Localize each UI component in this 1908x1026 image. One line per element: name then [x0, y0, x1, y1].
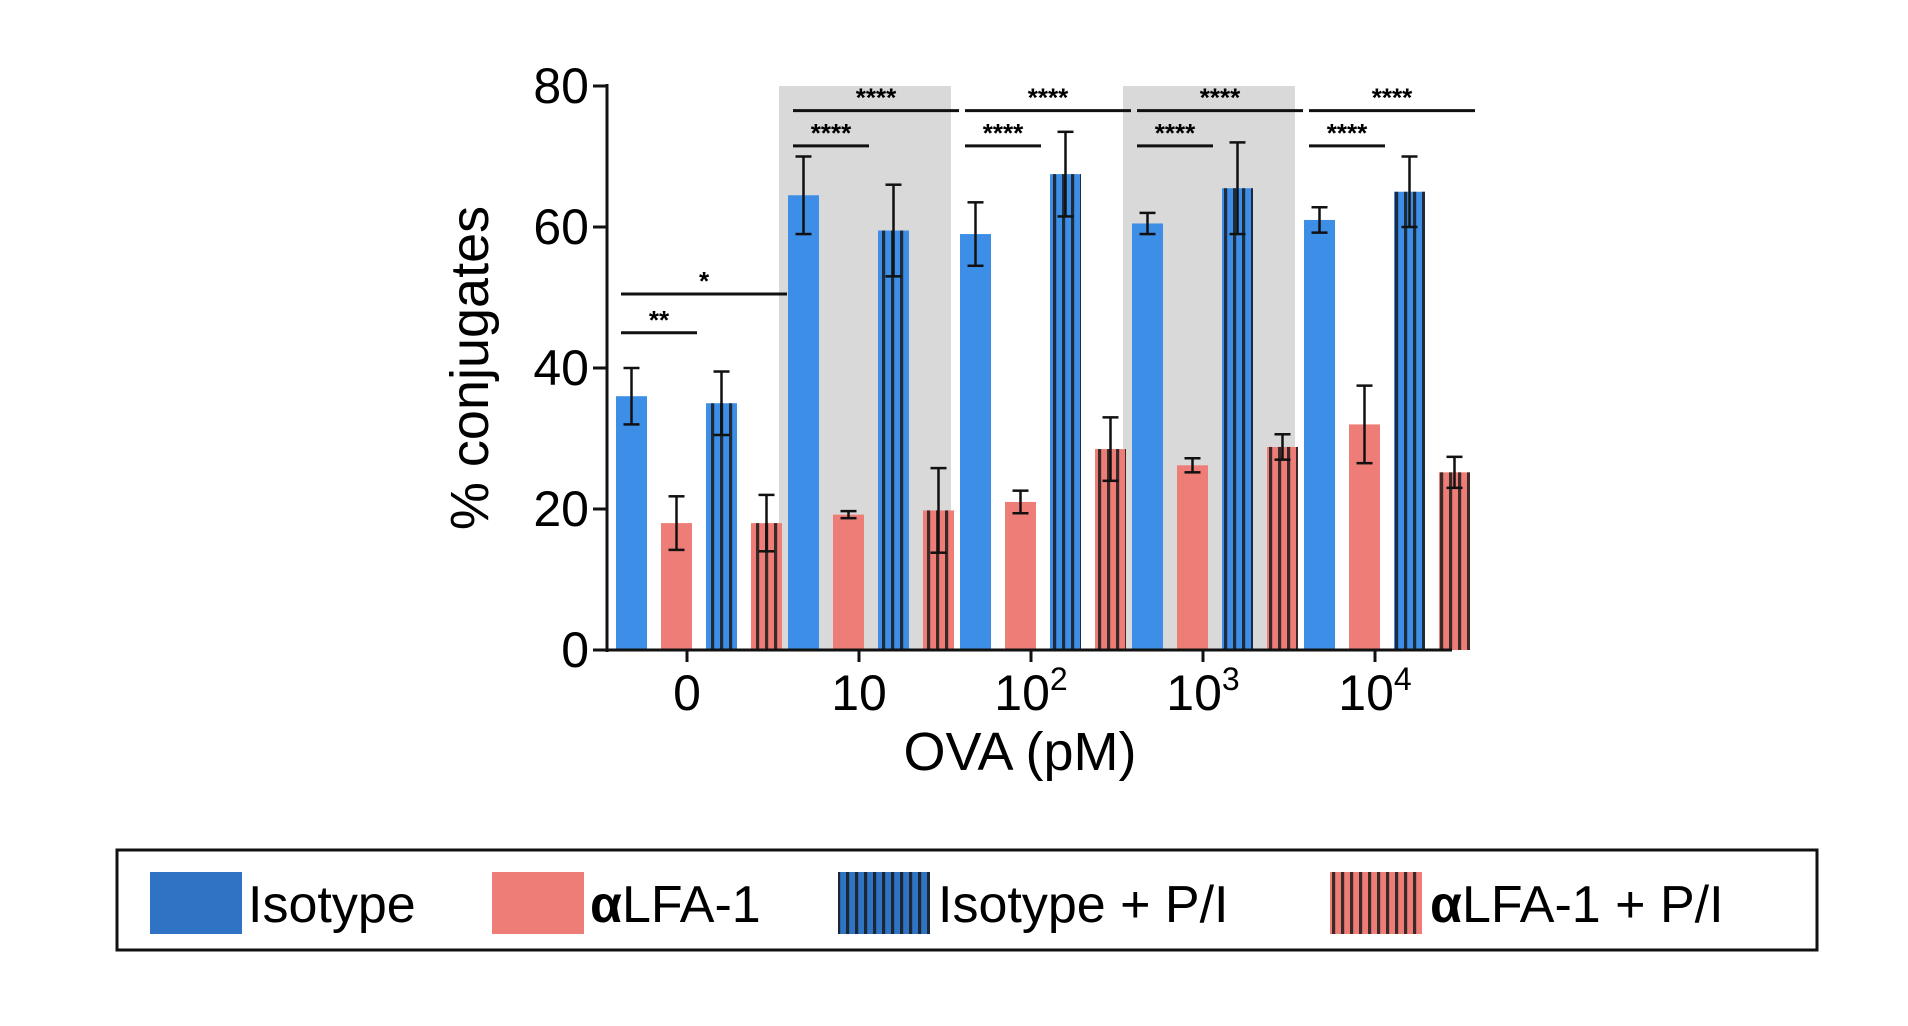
legend: Isotype αLFA-1 Isotype + P/I αLFA-1 + P/I [115, 848, 1819, 952]
bar [833, 514, 864, 650]
x-tick-label: 0 [673, 665, 701, 721]
bar-hatch [1050, 174, 1081, 650]
bars [616, 174, 1470, 651]
bar-hatch [706, 403, 737, 650]
significance-label: **** [1327, 118, 1368, 148]
bar [616, 396, 647, 650]
bar-hatch [878, 230, 909, 650]
error-bars [623, 130, 1463, 554]
bar [1177, 465, 1208, 650]
bar [1005, 501, 1036, 650]
bar-hatch [1394, 191, 1425, 650]
bar-hatch [1095, 449, 1126, 650]
significance-annotations: *********************************** [621, 83, 1475, 335]
legend-label: αLFA-1 [590, 876, 761, 934]
y-tick-label: 20 [533, 481, 589, 537]
y-tick-label: 0 [561, 622, 589, 678]
bar-hatch [1222, 188, 1253, 650]
significance-label: **** [1155, 118, 1196, 148]
legend-swatch-hatch [838, 872, 930, 934]
significance-label: * [699, 266, 710, 296]
legend-label: αLFA-1 + P/I [1430, 876, 1724, 934]
x-tick-label: 102 [994, 661, 1067, 721]
y-tick-label: 60 [533, 199, 589, 255]
x-tick-label: 103 [1166, 661, 1239, 721]
legend-swatch [492, 872, 584, 934]
significance-label: **** [1372, 83, 1413, 113]
legend-box [115, 848, 1819, 952]
bar [788, 195, 819, 650]
axes: 0 20 40 60 80 0 10 102 103 104 OVA (pM) % conjugate… [440, 58, 1452, 782]
significance-label: **** [983, 118, 1024, 148]
x-tick-label: 104 [1338, 661, 1411, 721]
significance-label: **** [1200, 83, 1241, 113]
bar-hatch [1267, 446, 1298, 650]
y-axis-title: % conjugates [440, 206, 500, 530]
legend-swatch-hatch [1330, 872, 1422, 934]
bar-hatch [1439, 472, 1470, 650]
bar [960, 234, 991, 651]
bar [1132, 223, 1163, 650]
y-tick-label: 80 [533, 58, 589, 114]
significance-label: ** [649, 305, 670, 335]
legend-swatch [150, 872, 242, 934]
significance-label: **** [811, 118, 852, 148]
x-tick-label: 10 [831, 665, 887, 721]
bar [1304, 219, 1335, 650]
significance-label: **** [856, 83, 897, 113]
x-axis-title: OVA (pM) [903, 722, 1136, 782]
y-tick-label: 40 [533, 340, 589, 396]
legend-label: Isotype + P/I [938, 876, 1229, 934]
legend-label: Isotype [248, 876, 416, 934]
significance-label: **** [1028, 83, 1069, 113]
